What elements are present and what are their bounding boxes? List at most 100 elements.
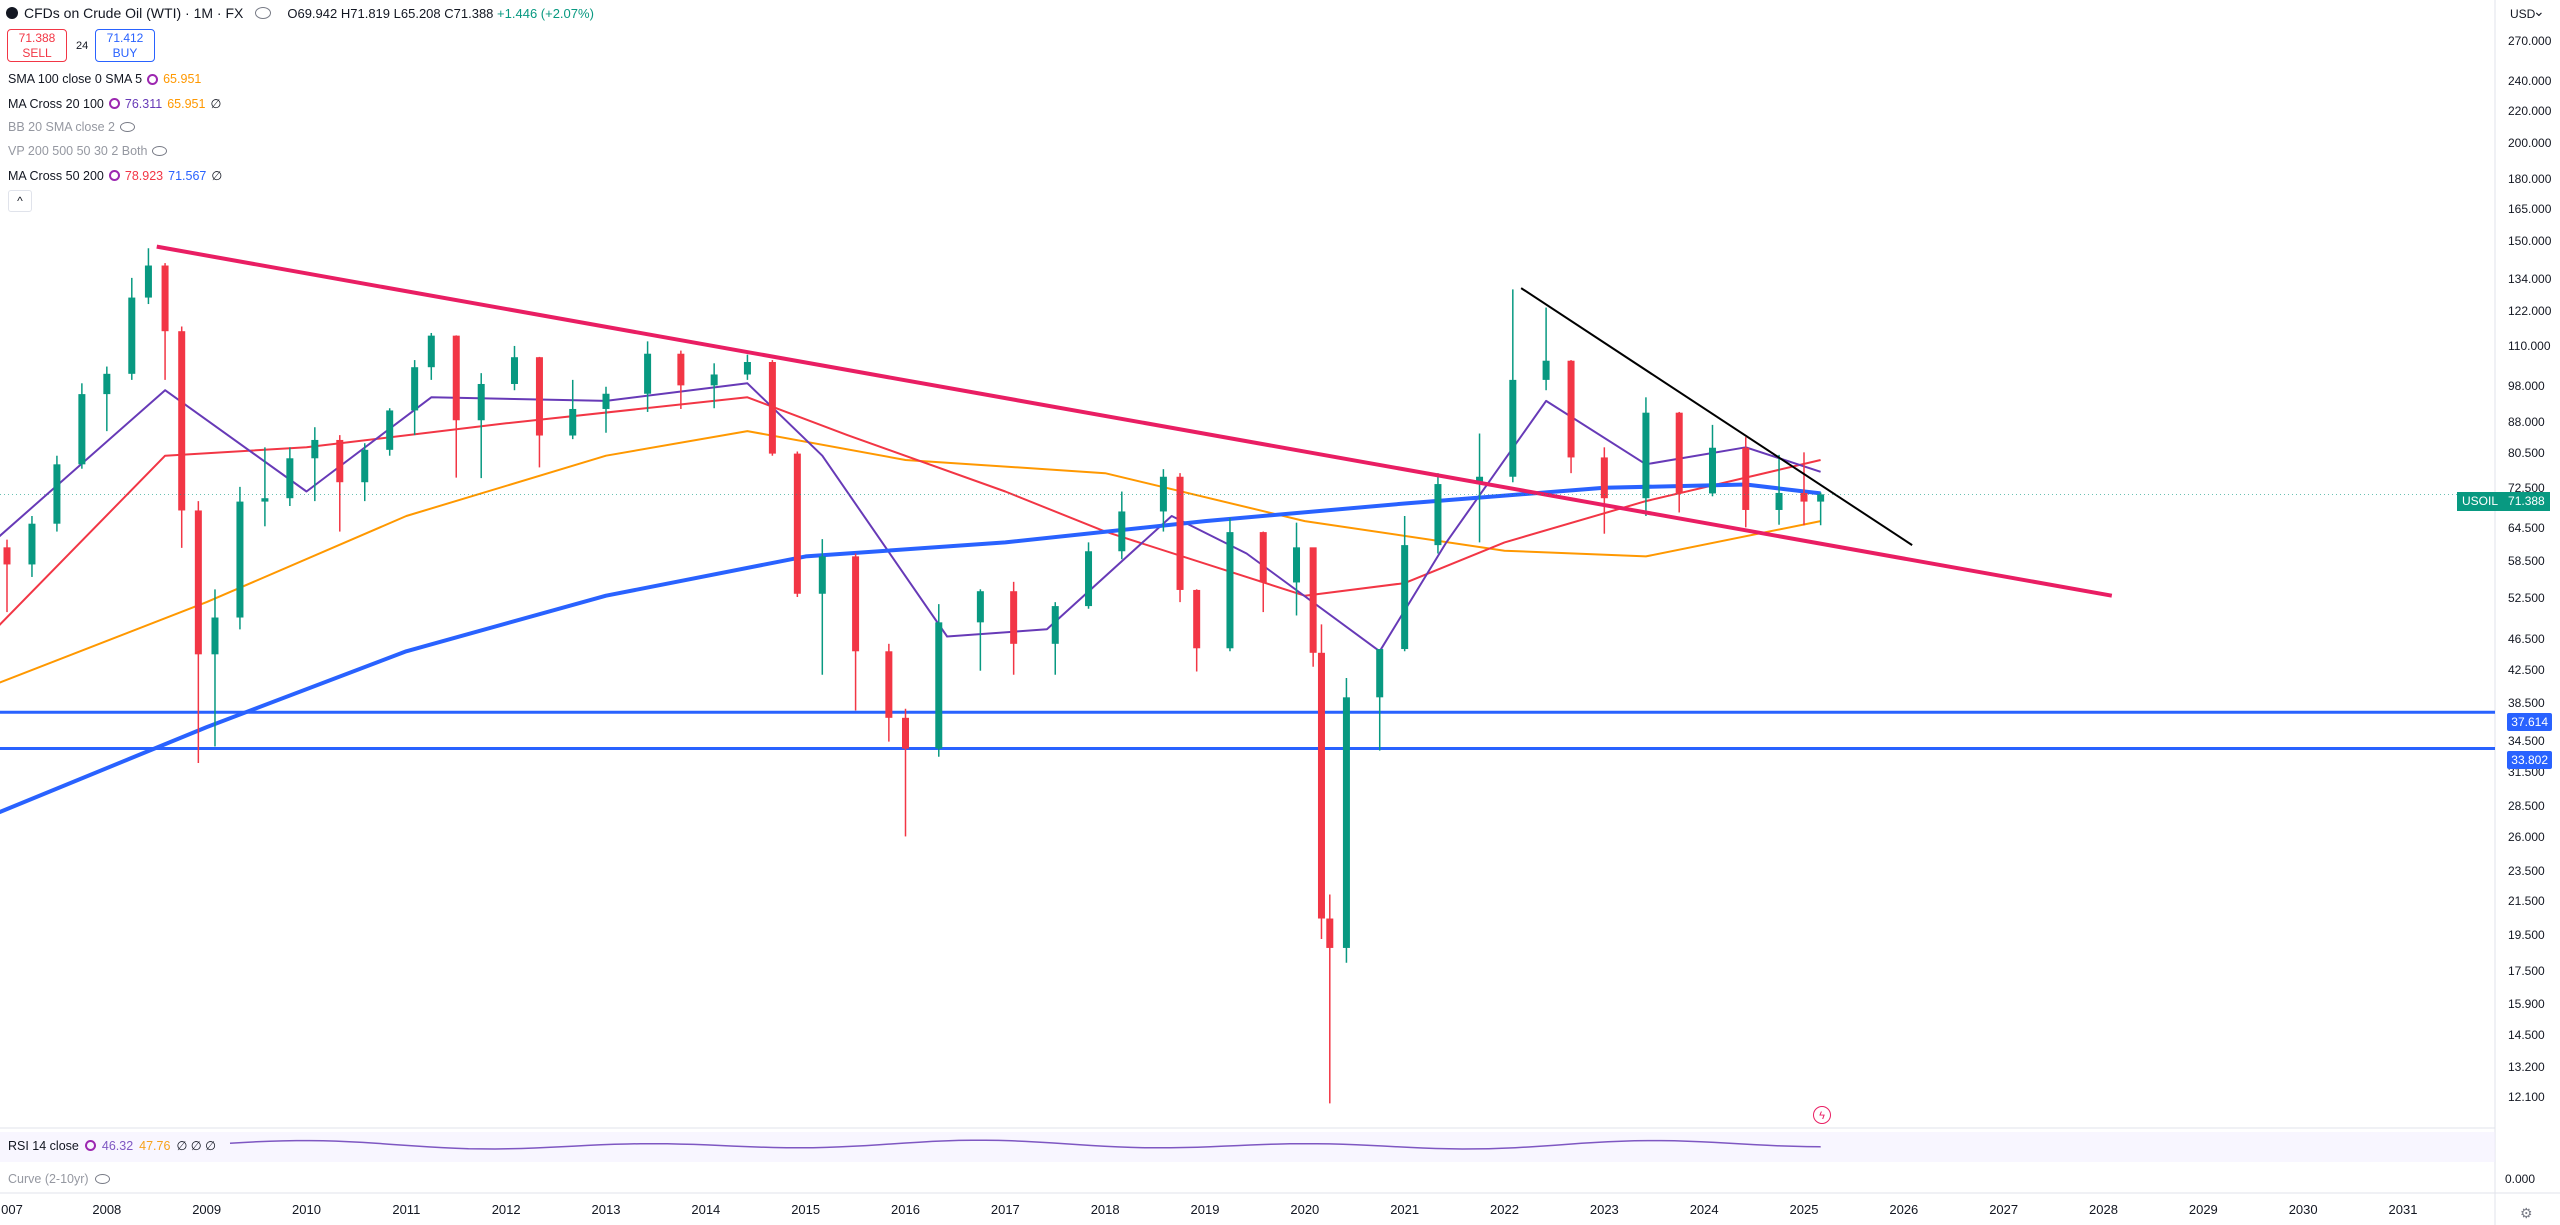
price-tick: 34.500 [2508, 733, 2545, 748]
settings-gear-icon[interactable] [84, 1140, 96, 1151]
visibility-eye-icon[interactable] [255, 7, 272, 19]
sell-button[interactable]: 71.388 SELL [7, 29, 67, 62]
candle-body [1226, 532, 1234, 649]
indicator-value: 65.951 [163, 72, 202, 86]
price-tick: 72.500 [2508, 481, 2545, 496]
candle-body [569, 408, 577, 436]
candle-body [1567, 360, 1575, 458]
price-tick: 134.000 [2508, 272, 2552, 287]
time-tick: 2022 [1490, 1202, 1519, 1217]
indicator-value: 78.923 [124, 168, 164, 183]
buy-button[interactable]: 71.412 BUY [95, 29, 155, 62]
rsi-axis-zero: 0.000 [2505, 1172, 2536, 1186]
sell-price: 71.388 [18, 31, 56, 45]
indicator-row[interactable]: VP 200 500 50 30 2 Both [8, 144, 168, 158]
candle-body [743, 362, 751, 375]
candle-body [768, 362, 776, 454]
ohlc-high: H71.819 [340, 5, 391, 21]
collapse-legend-button[interactable]: ^ [8, 190, 32, 212]
candle-body [1259, 532, 1267, 583]
price-tick: 46.500 [2508, 632, 2545, 647]
candle-body [144, 265, 152, 298]
candle-body [1176, 476, 1184, 590]
ma50-line [0, 396, 1821, 626]
time-tick: 007 [1, 1202, 23, 1217]
candle-body [1708, 447, 1716, 494]
time-tick: 2018 [1090, 1202, 1120, 1217]
candle-body [1118, 511, 1126, 552]
indicator-row[interactable]: SMA 100 close 0 SMA 5 65.951 [8, 72, 201, 86]
eye-icon[interactable] [120, 122, 136, 132]
settings-gear-icon[interactable] [108, 170, 120, 181]
price-tick: 58.500 [2508, 554, 2545, 569]
candle-body [1193, 589, 1201, 649]
sell-label: SELL [22, 46, 52, 60]
black-trendline [1520, 287, 1913, 546]
level-tag-upper: 37.614 [2507, 713, 2552, 731]
candle-body [161, 265, 169, 332]
candle-body [1326, 918, 1334, 948]
chevron-down-icon[interactable]: ⌄ [2533, 3, 2545, 19]
indicator-tail: ∅ [210, 97, 222, 111]
candle-body [1600, 457, 1608, 499]
settings-gear-icon[interactable] [108, 98, 120, 109]
eye-icon[interactable] [94, 1174, 110, 1184]
settings-gear-icon[interactable] [147, 73, 159, 85]
ohlc-close: C71.388 [444, 5, 494, 21]
candle-body [1159, 476, 1167, 512]
indicator-row[interactable]: BB 20 SMA close 2 [8, 120, 136, 134]
ma200-line [0, 482, 1821, 815]
eye-icon[interactable] [152, 146, 168, 156]
time-tick: 2023 [1589, 1202, 1619, 1217]
current-price-tag: USOIL 71.388 [2457, 492, 2550, 511]
candle-body [852, 556, 860, 652]
price-tick: 270.000 [2508, 34, 2552, 49]
symbol-header: CFDs on Crude Oil (WTI) · 1M · FX O69.94… [6, 5, 594, 21]
symbol-logo-icon [6, 7, 18, 19]
candle-body [194, 510, 202, 655]
candle-body [1434, 484, 1442, 546]
candle-body [1293, 547, 1301, 583]
price-tick: 80.500 [2508, 445, 2545, 460]
indicator-row[interactable]: MA Cross 20 100 76.311 65.951 ∅ [8, 96, 222, 112]
candle-body [1051, 606, 1059, 644]
candle-body [78, 394, 86, 465]
candle-body [510, 357, 518, 384]
candle-body [178, 331, 186, 511]
indicator-label: BB 20 SMA close 2 [8, 120, 116, 134]
candle-body [1542, 360, 1550, 380]
curve-legend: Curve (2-10yr) [8, 1172, 110, 1186]
symbol-title[interactable]: CFDs on Crude Oil (WTI) · 1M · FX [24, 5, 244, 21]
rsi-label[interactable]: RSI 14 close [8, 1138, 79, 1153]
indicator-label: SMA 100 close 0 SMA 5 [8, 72, 143, 86]
candle-body [411, 367, 419, 411]
indicator-row[interactable]: MA Cross 50 200 78.923 71.567 ∅ [8, 168, 222, 184]
price-tick: 19.500 [2508, 927, 2545, 942]
candle-body [28, 523, 36, 565]
price-tick: 28.500 [2508, 798, 2545, 813]
price-tick: 110.000 [2508, 339, 2551, 354]
currency-label[interactable]: USD [2510, 7, 2536, 21]
rsi-ma-value: 47.76 [139, 1138, 171, 1153]
candle-body [103, 373, 111, 395]
time-tick: 2025 [1789, 1202, 1819, 1217]
price-tick: 52.500 [2508, 590, 2545, 605]
settings-gear-icon[interactable]: ⚙ [2520, 1205, 2533, 1221]
rsi-tail: ∅ ∅ ∅ [176, 1139, 217, 1153]
price-tick: 38.500 [2508, 696, 2545, 711]
time-tick: 2019 [1190, 1202, 1220, 1217]
price-tick: 122.000 [2508, 304, 2552, 319]
price-tick: 42.500 [2508, 662, 2545, 677]
time-tick: 2009 [192, 1202, 222, 1217]
candle-body [535, 357, 543, 436]
time-tick: 2031 [2388, 1202, 2418, 1217]
time-tick: 2014 [691, 1202, 721, 1217]
lightning-icon[interactable]: ϟ [1813, 1106, 1831, 1124]
ohlc-low: L65.208 [393, 5, 441, 21]
candle-body [452, 335, 460, 421]
price-tick: 13.200 [2508, 1060, 2545, 1075]
curve-label[interactable]: Curve (2-10yr) [8, 1172, 89, 1186]
indicator-value: 71.567 [168, 168, 207, 183]
price-tick: 15.900 [2508, 996, 2545, 1011]
